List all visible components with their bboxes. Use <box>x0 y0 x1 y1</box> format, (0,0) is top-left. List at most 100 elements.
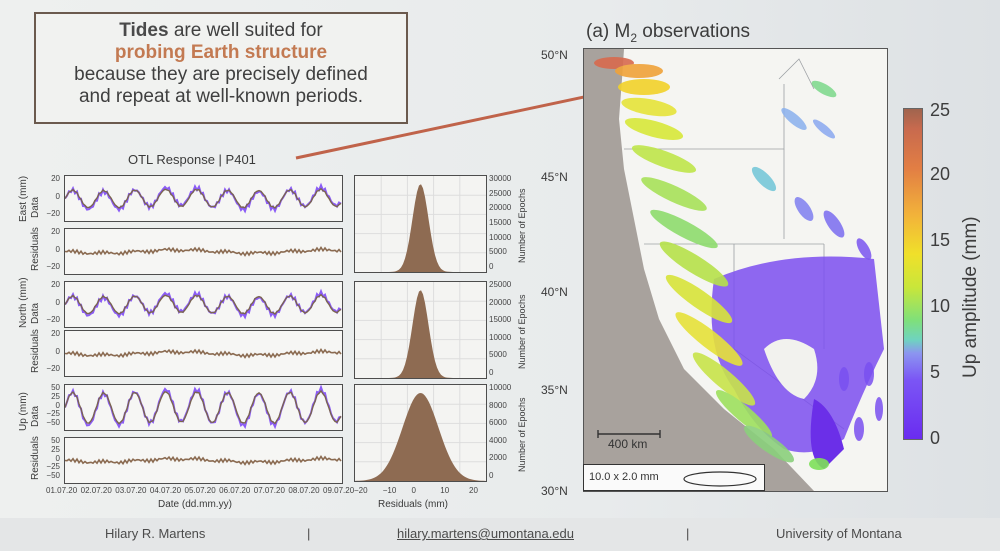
ts-xtick-8: 09.07.20 <box>323 486 355 495</box>
hist-xtick-1: −10 <box>382 486 397 495</box>
callout-line-3: because they are precisely defined <box>74 64 368 85</box>
ts-ytick-3-2: −20 <box>46 364 60 373</box>
footer-separator-2: | <box>686 526 690 541</box>
ts-xtick-0: 01.07.20 <box>46 486 78 495</box>
callout-bold-tides: Tides <box>119 20 169 41</box>
colorbar-tick-2: 15 <box>930 230 951 250</box>
ts-ylabel-0: East (mm) <box>18 175 29 222</box>
ts-xtick-3: 04.07.20 <box>149 486 182 495</box>
ts-residual-line-5 <box>64 454 342 466</box>
ts-ytick-1-2: −20 <box>46 262 60 271</box>
hist-ytick-0-1: 25000 <box>489 188 512 198</box>
map-title-rest: observations <box>637 21 751 42</box>
hist-xtick-2: 0 <box>411 486 416 495</box>
callout-line-1-rest: are well suited for <box>168 20 323 41</box>
ts-model-line-2 <box>64 293 342 315</box>
ts-ytick-5-2: 0 <box>55 453 60 463</box>
map-title-main: (a) M <box>586 21 631 42</box>
ts-ytick-1-1: 0 <box>55 244 60 254</box>
scale-bar <box>597 430 661 438</box>
ts-ytick-0-0: 20 <box>51 174 60 183</box>
colorbar <box>903 108 923 440</box>
footer-separator-1: | <box>307 526 311 541</box>
ellipse-legend-label: 10.0 x 2.0 mm <box>589 471 659 483</box>
ts-ylabel2-4: Data <box>30 405 41 427</box>
hist-ytick-1-1: 20000 <box>489 297 512 307</box>
ts-ytick-4-2: 0 <box>55 400 60 410</box>
hist-area-0 <box>355 184 486 272</box>
hist-ytick-2-3: 4000 <box>489 435 507 445</box>
m2-map <box>583 48 888 492</box>
hist-ytick-2-0: 10000 <box>489 383 512 392</box>
ts-model-line-0 <box>64 187 342 209</box>
ts-ytick-4-0: 50 <box>51 383 60 392</box>
ts-xtick-7: 08.07.20 <box>288 486 320 495</box>
ts-ylabel2-1: Residuals <box>30 227 41 271</box>
ts-ylabel2-0: Data <box>30 196 41 218</box>
hist-xtick-4: 20 <box>469 486 478 495</box>
footer: Hilary R. Martens | hilary.martens@umont… <box>0 518 1000 551</box>
hist-panel-0 <box>354 175 487 273</box>
footer-email-link[interactable]: hilary.martens@umontana.edu <box>397 526 574 541</box>
ts-ytick-4-4: −50 <box>46 418 60 427</box>
hist-panel-1 <box>354 281 487 379</box>
lat-label-3: 35°N <box>541 383 568 397</box>
lat-label-4: 30°N <box>541 484 568 498</box>
hist-ytick-2-2: 6000 <box>489 418 507 428</box>
ellipse-legend: 10.0 x 2.0 mm <box>583 464 765 491</box>
hist-ytick-1-0: 25000 <box>489 280 512 289</box>
ts-panel-5 <box>64 437 343 484</box>
ts-panel-3 <box>64 330 343 377</box>
ts-residual-line-3 <box>64 347 342 359</box>
hist-ytick-0-3: 15000 <box>489 218 512 227</box>
ts-ytick-1-0: 20 <box>51 227 60 236</box>
hist-ylabel-2: Number of Epochs <box>517 397 527 472</box>
ts-ylabel-2: North (mm) <box>18 277 29 328</box>
colorbar-tick-4: 5 <box>930 362 941 382</box>
ts-ytick-0-2: −20 <box>46 209 60 218</box>
hist-ytick-2-4: 2000 <box>489 453 507 463</box>
hist-ylabel-1: Number of Epochs <box>517 294 527 369</box>
colorbar-tick-1: 20 <box>930 164 951 184</box>
ts-plot-1 <box>64 245 342 257</box>
scale-label: 400 km <box>608 437 648 451</box>
map-title-subscript: 2 <box>630 30 638 45</box>
callout-bold-probing: probing Earth structure <box>114 42 328 63</box>
ts-model-line-4 <box>64 389 342 425</box>
ts-ytick-4-1: 25 <box>51 391 60 401</box>
ts-ytick-5-1: 25 <box>51 444 60 454</box>
ts-xtick-1: 02.07.20 <box>80 486 112 495</box>
hist-ytick-1-4: 5000 <box>489 350 507 360</box>
ts-xtick-4: 05.07.20 <box>184 486 216 495</box>
ts-ytick-4-3: −25 <box>46 409 60 419</box>
colorbar-tick-3: 10 <box>930 296 951 316</box>
ts-plot-5 <box>64 454 342 466</box>
hist-ytick-0-6: 0 <box>489 262 494 271</box>
ts-ytick-2-0: 20 <box>51 280 60 289</box>
ts-panel-2 <box>64 281 343 328</box>
hist-plot-2 <box>355 385 486 481</box>
ts-plot-4 <box>64 384 342 430</box>
hist-plot-1 <box>355 282 486 378</box>
ts-plot-0 <box>64 182 342 214</box>
hist-ytick-2-5: 0 <box>489 471 494 480</box>
ts-residual-line-1 <box>64 245 342 257</box>
ts-panel-1 <box>64 228 343 275</box>
otl-title: OTL Response | P401 <box>128 152 256 167</box>
hist-ytick-0-2: 20000 <box>489 203 512 213</box>
ts-ylabel2-3: Residuals <box>30 329 41 373</box>
ts-ytick-2-1: 0 <box>55 297 60 307</box>
ts-ytick-5-4: −50 <box>46 471 60 480</box>
ts-plot-2 <box>64 288 342 320</box>
hist-xlabel: Residuals (mm) <box>378 499 449 510</box>
hist-ytick-0-0: 30000 <box>489 174 512 183</box>
hist-plot-0 <box>355 176 486 272</box>
colorbar-label: Up amplitude (mm) <box>960 216 981 378</box>
ts-data-line-4 <box>64 384 342 430</box>
footer-author: Hilary R. Martens <box>105 526 206 541</box>
hist-panel-2 <box>354 384 487 482</box>
ts-ytick-3-1: 0 <box>55 346 60 356</box>
ts-xtick-2: 03.07.20 <box>115 486 147 495</box>
colorbar-tick-5: 0 <box>930 428 941 448</box>
